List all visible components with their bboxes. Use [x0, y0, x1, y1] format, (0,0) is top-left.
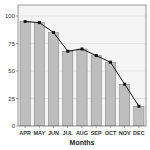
- y-tick-label: 0: [12, 123, 16, 129]
- marker: [137, 105, 140, 108]
- marker: [52, 31, 55, 34]
- x-tick-label: APR: [19, 130, 31, 136]
- bar: [91, 56, 101, 126]
- y-tick-label: 75: [8, 41, 15, 47]
- marks: [20, 20, 144, 126]
- marker: [95, 54, 98, 57]
- x-axis: APRMAYJUN JULAUGSEPOCTNOVDEC: [19, 126, 144, 136]
- marker: [81, 48, 84, 51]
- y-tick-label: 25: [8, 96, 15, 102]
- bar: [77, 49, 87, 126]
- marker: [123, 83, 126, 86]
- plot-frame: [18, 5, 146, 126]
- marker: [66, 50, 69, 53]
- x-tick-label: AUG: [76, 130, 88, 136]
- y-axis: 0 25 50 75 100: [5, 13, 146, 129]
- bar: [48, 33, 58, 127]
- x-tick-label: MAY: [33, 130, 45, 136]
- marker: [109, 61, 112, 64]
- bar: [20, 22, 30, 127]
- x-tick: [39, 126, 40, 128]
- bar: [105, 62, 115, 126]
- chart: 0 25 50 75 100 APRMAYJUN JULAUGSEPOCTNOVDEC Mon…: [0, 0, 150, 150]
- x-tick: [138, 126, 139, 128]
- x-tick-label: OCT: [105, 130, 117, 136]
- y-tick-label: 50: [8, 68, 15, 74]
- y-tick-label: 100: [5, 13, 16, 19]
- x-tick: [96, 126, 97, 128]
- x-tick-label: JUN: [48, 130, 59, 136]
- x-tick: [53, 126, 54, 128]
- chart-container: 0 25 50 75 100 APRMAYJUN JULAUGSEPOCTNOVDEC Mon…: [0, 0, 150, 150]
- x-tick: [67, 126, 68, 128]
- grid-line: [18, 16, 146, 17]
- x-tick: [124, 126, 125, 128]
- bar: [63, 51, 73, 126]
- x-tick-label: SEP: [91, 130, 102, 136]
- x-tick-label: JUL: [63, 130, 74, 136]
- plot-background: [18, 5, 146, 126]
- line: [25, 22, 139, 107]
- bar: [134, 106, 144, 126]
- x-tick: [25, 126, 26, 128]
- x-tick: [110, 126, 111, 128]
- marker: [24, 20, 27, 23]
- x-tick-label: DEC: [133, 130, 145, 136]
- marker: [38, 21, 41, 24]
- bar: [34, 23, 44, 126]
- x-tick: [82, 126, 83, 128]
- x-axis-label: Months: [70, 139, 95, 146]
- x-tick-label: NOV: [119, 130, 131, 136]
